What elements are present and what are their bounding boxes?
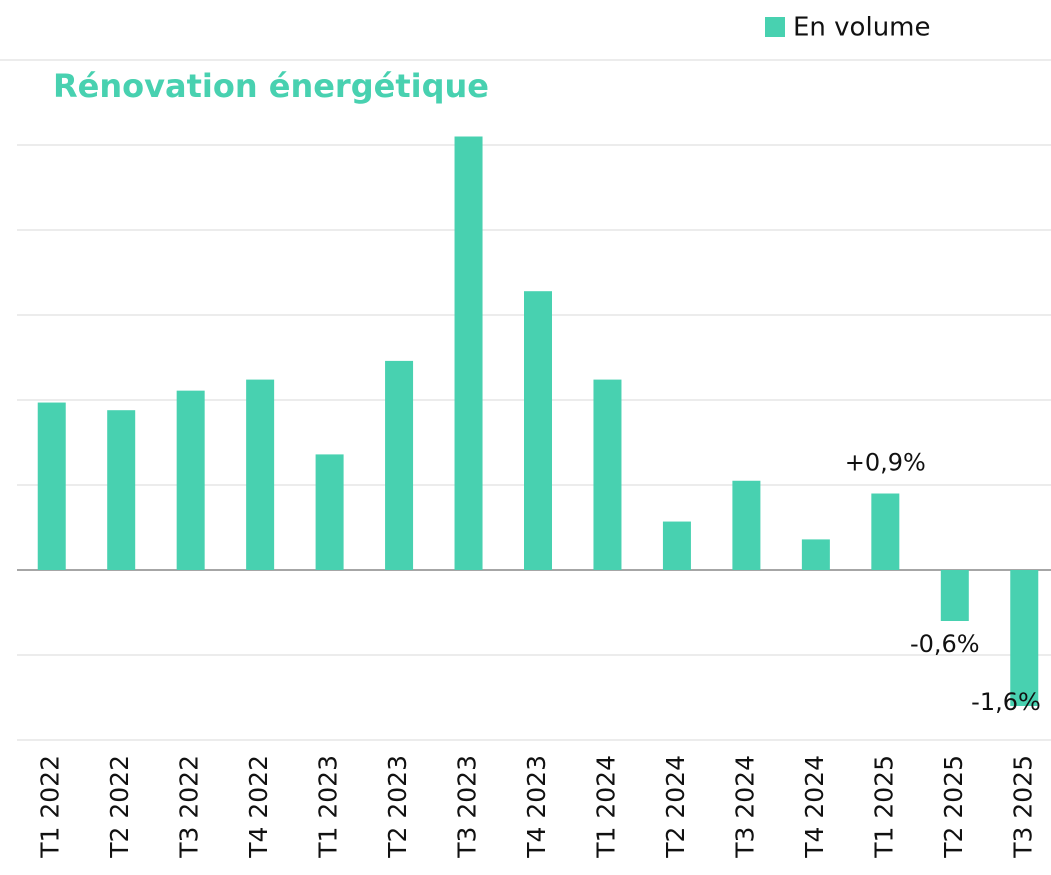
bar [107,410,136,570]
x-tick-label: T2 2025 [939,755,968,859]
data-label: +0,9% [845,449,926,477]
bar [176,390,205,570]
x-tick-label: T1 2025 [869,755,898,859]
bar [524,291,552,570]
bar [732,480,761,570]
x-tick-label: T2 2024 [661,755,690,859]
x-tick-label: T3 2023 [453,755,482,859]
data-label: -1,6% [971,688,1041,716]
x-tick-label: T4 2023 [522,755,551,859]
x-tick-label: T4 2024 [800,755,829,859]
bar [940,570,969,621]
bar [593,379,622,570]
bar [246,379,275,570]
x-tick-label: T1 2022 [36,755,65,859]
data-label: -0,6% [910,630,980,658]
bar [801,539,830,570]
legend-swatch [765,17,785,37]
x-tick-label: T3 2025 [1008,755,1037,859]
x-tick-label: T2 2023 [383,755,412,859]
chart-title: Rénovation énergétique [53,67,489,105]
x-tick-label: T4 2022 [244,755,273,859]
x-tick-label: T3 2022 [175,755,204,859]
bar [37,402,66,570]
bar [315,454,344,570]
bar [385,360,414,570]
x-tick-label: T2 2022 [105,755,134,859]
bar [662,521,691,570]
x-tick-label: T1 2023 [314,755,343,859]
bar [454,136,483,570]
bar [871,493,900,570]
x-tick-label: T1 2024 [591,755,620,859]
x-tick-label: T3 2024 [730,755,759,859]
bar [1010,570,1039,706]
legend-label: En volume [793,13,931,43]
